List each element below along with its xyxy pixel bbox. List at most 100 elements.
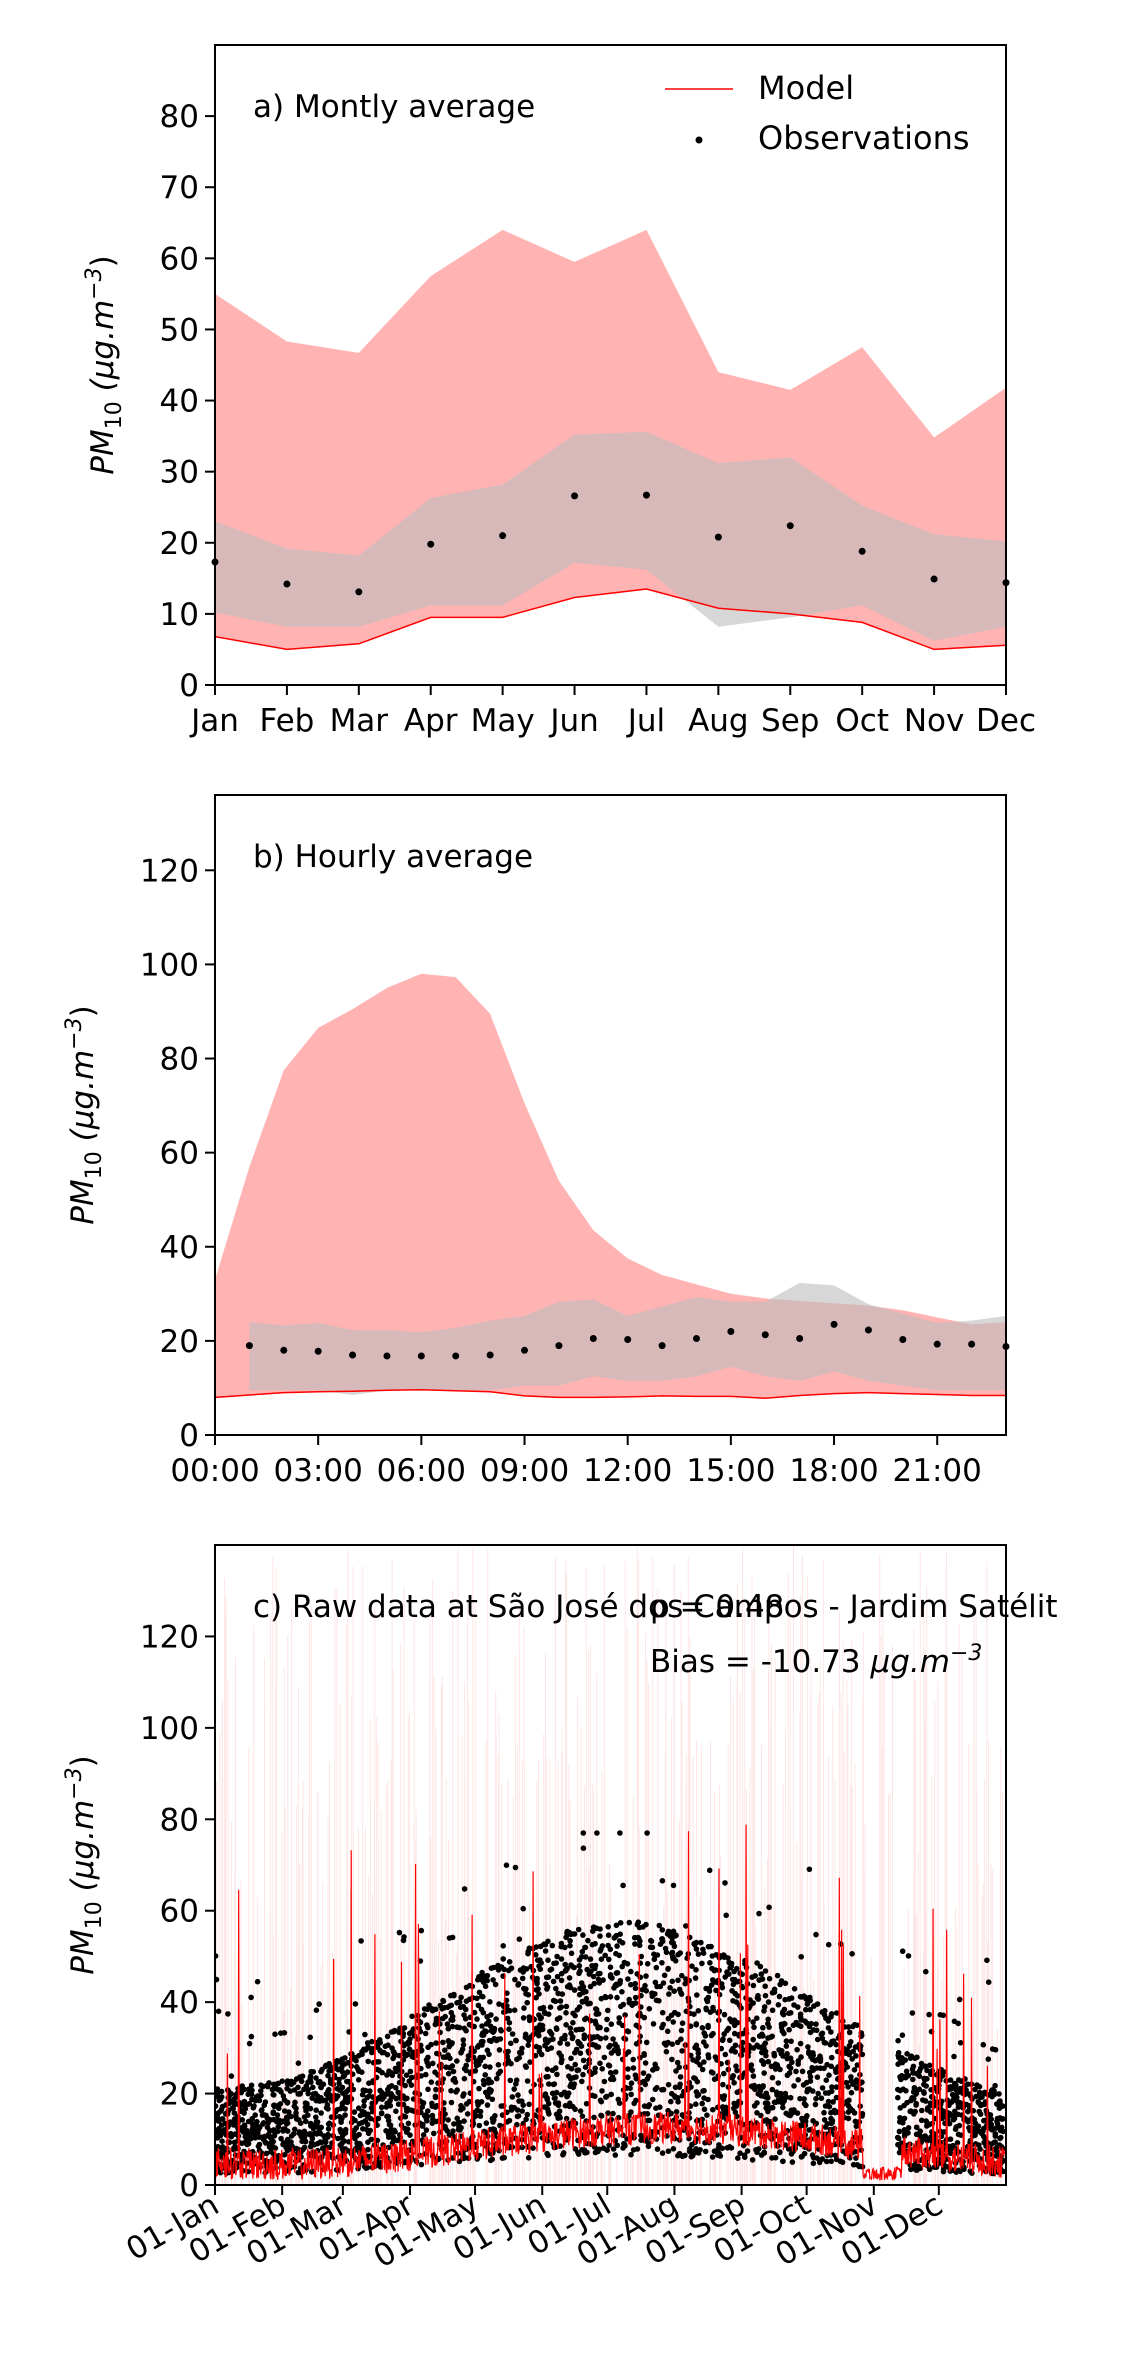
x-tick-label: Aug	[688, 703, 749, 739]
x-tick-label: Jul	[626, 703, 665, 739]
y-tick-label: 70	[160, 170, 199, 206]
observation-point	[692, 1335, 700, 1343]
observation-point	[930, 575, 938, 583]
model-range-band	[215, 973, 1006, 1399]
x-tick-label: Oct	[835, 703, 889, 739]
y-tick-label: 10	[160, 597, 199, 633]
observation-point	[727, 1327, 735, 1335]
panel-b-hourly-average: 0 20 40 60 80 100 120 00:00 03:00 06:00 09:00 12:0…	[62, 794, 1010, 1489]
observation-point	[858, 547, 866, 555]
legend-observations-swatch	[695, 136, 703, 144]
panel-a-ylabel: PM10 (μg.m−3)	[82, 255, 127, 474]
x-tick-label: Apr	[404, 703, 458, 739]
y-tick-label: 20	[160, 1324, 199, 1360]
y-tick-label: 0	[179, 668, 199, 704]
y-tick-label: 20	[160, 526, 199, 562]
panel-c-ylabel: PM10 (μg.m−3)	[62, 1755, 107, 1974]
x-tick-label: Nov	[904, 703, 965, 739]
model-hourly-line	[215, 1824, 1006, 2181]
observation-point	[417, 1352, 425, 1360]
y-tick-label: 0	[179, 1418, 199, 1454]
y-tick-label: 120	[140, 1619, 199, 1655]
observations-range-band	[215, 431, 1006, 641]
observation-point	[968, 1340, 976, 1348]
y-tick-label: 20	[160, 2077, 199, 2113]
observation-point	[899, 1335, 907, 1343]
x-tick-label: Jun	[548, 703, 598, 739]
y-tick-label: 80	[160, 1802, 199, 1838]
observation-point	[314, 1347, 322, 1355]
observation-point	[555, 1342, 563, 1350]
panel-c-rho: ρ = 0.48	[650, 1589, 784, 1625]
panel-c-bias: Bias = -10.73 μg.m−3	[650, 1641, 982, 1680]
observation-point	[933, 1340, 941, 1348]
observation-point	[830, 1320, 838, 1328]
y-tick-label: 40	[160, 1230, 199, 1266]
y-tick-label: 60	[160, 241, 199, 277]
panel-a-title: a) Montly average	[253, 89, 535, 125]
observation-point	[642, 491, 650, 499]
observation-point	[355, 588, 363, 596]
y-tick-label: 100	[140, 1711, 199, 1747]
x-tick-label: 12:00	[583, 1453, 672, 1489]
observation-point	[786, 522, 794, 530]
panel-a-legend: Model Observations	[665, 69, 970, 157]
observation-point	[624, 1335, 632, 1343]
y-tick-label: 120	[140, 853, 199, 889]
x-tick-label: Dec	[976, 703, 1036, 739]
x-tick-label: 09:00	[480, 1453, 569, 1489]
x-tick-label: 18:00	[789, 1453, 878, 1489]
observation-point	[280, 1346, 288, 1354]
panel-a-frame	[214, 44, 1007, 686]
observation-point	[283, 580, 291, 588]
x-tick-label: Mar	[330, 703, 389, 739]
y-tick-label: 100	[140, 947, 199, 983]
observation-point	[761, 1331, 769, 1339]
x-tick-label: 06:00	[377, 1453, 466, 1489]
y-tick-label: 30	[160, 455, 199, 491]
panel-b-frame	[214, 794, 1007, 1436]
y-tick-label: 40	[160, 384, 199, 420]
y-tick-label: 60	[160, 1894, 199, 1930]
observation-point	[589, 1335, 597, 1343]
observation-point	[714, 533, 722, 541]
observation-point	[452, 1352, 460, 1360]
observation-point	[521, 1346, 529, 1354]
y-tick-label: 0	[179, 2168, 199, 2204]
model-min-line	[215, 1389, 1006, 1400]
panel-c-title: c) Raw data at São José dos Campos - Jar…	[253, 1589, 1058, 1625]
y-tick-label: 80	[160, 1042, 199, 1078]
y-tick-label: 40	[160, 1985, 199, 2021]
observation-point	[571, 492, 579, 500]
x-tick-label: 03:00	[274, 1453, 363, 1489]
panel-b-ylabel: PM10 (μg.m−3)	[62, 1005, 107, 1224]
x-tick-label: Sep	[761, 703, 819, 739]
legend-model-label: Model	[758, 69, 854, 107]
observation-point	[349, 1351, 357, 1359]
legend-observations-label: Observations	[758, 119, 970, 157]
observation-point	[427, 540, 435, 548]
observation-point	[486, 1351, 494, 1359]
observation-point	[245, 1342, 253, 1350]
y-tick-label: 50	[160, 312, 199, 348]
panel-c-frame	[214, 1544, 1007, 2186]
observation-point	[796, 1335, 804, 1343]
observation-point	[658, 1342, 666, 1350]
x-tick-label: Jan	[189, 703, 239, 739]
x-tick-label: Feb	[259, 703, 314, 739]
x-tick-label: 21:00	[893, 1453, 982, 1489]
x-tick-label: 15:00	[686, 1453, 775, 1489]
y-tick-label: 60	[160, 1136, 199, 1172]
x-tick-label: 00:00	[170, 1453, 259, 1489]
observation-points	[215, 1830, 1006, 2177]
observation-point	[864, 1326, 872, 1334]
x-tick-label: May	[471, 703, 535, 739]
model-min-line	[215, 588, 1006, 651]
y-tick-label: 80	[160, 99, 199, 135]
panel-b-title: b) Hourly average	[253, 839, 533, 875]
panel-a-monthly-average: 0 10 20 30 40 50 60 70 80 Jan Feb Mar Apr May Jun Jul A…	[82, 44, 1036, 739]
observation-point	[383, 1352, 391, 1360]
observation-point	[499, 532, 507, 540]
